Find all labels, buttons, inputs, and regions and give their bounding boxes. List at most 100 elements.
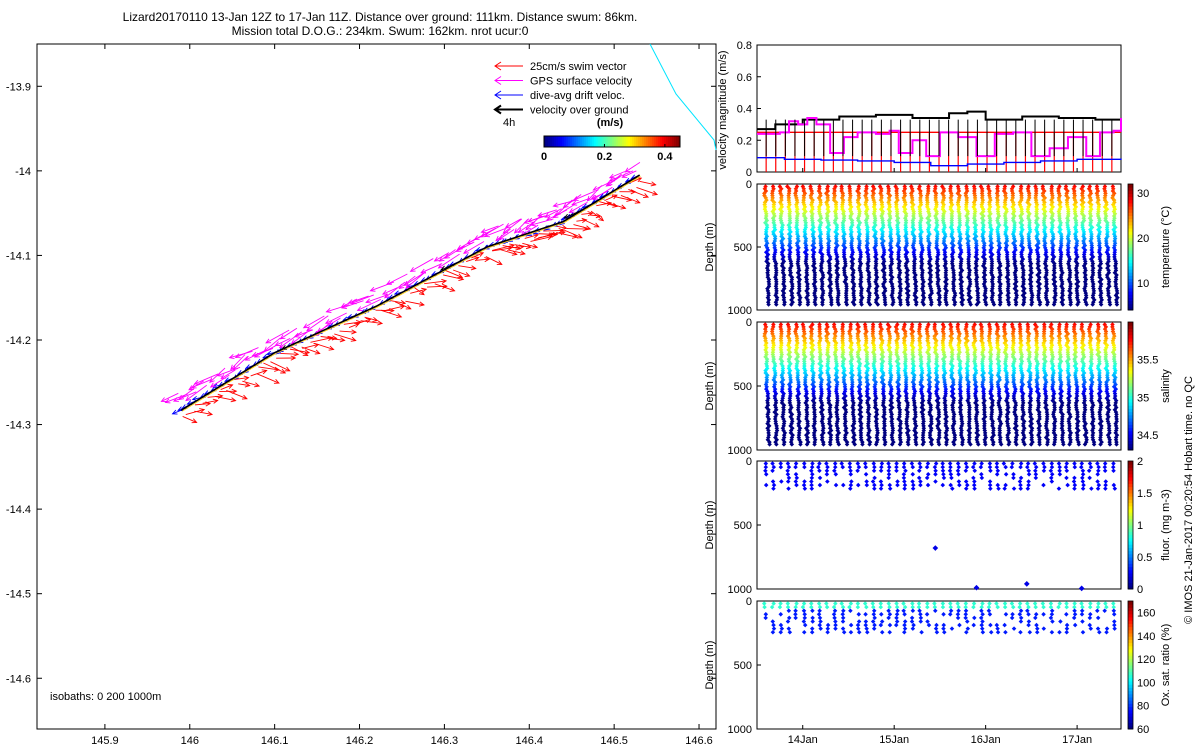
swim-vector-arrow — [320, 336, 337, 339]
swim-vector-arrow-head — [230, 397, 237, 403]
swim-vector-arrow — [427, 285, 447, 288]
swim-vector-arrow — [549, 231, 566, 236]
temperature-section-colorbar-segment — [1128, 190, 1133, 194]
temperature-section-colorbar-segment — [1128, 275, 1133, 279]
gps-velocity-arrow-head — [185, 395, 192, 402]
swim-vector-arrow — [514, 244, 531, 248]
gps-velocity-arrow — [306, 315, 329, 331]
temperature-section-sample-point — [789, 302, 794, 307]
map-colorbar-segment — [662, 136, 665, 147]
gps-velocity-arrow-head — [369, 286, 376, 292]
swim-vector-arrow-head — [581, 217, 588, 224]
gps-velocity-arrow-head — [456, 244, 463, 250]
gps-velocity-arrow — [439, 249, 456, 262]
gps-velocity-arrow — [399, 275, 416, 289]
map-colorbar-segment — [638, 136, 641, 147]
swim-vector-arrow — [256, 373, 280, 384]
map-colorbar-segment — [572, 136, 575, 147]
map-colorbar-segment — [560, 136, 563, 147]
temperature-section-colorbar-segment — [1128, 212, 1133, 216]
temperature-section-colorbar-segment — [1128, 253, 1133, 257]
gps-velocity-arrow — [607, 173, 622, 186]
map-colorbar-segment — [634, 136, 637, 147]
temperature-section-colorbar-segment — [1128, 215, 1133, 220]
swim-vector-arrow-head — [243, 375, 250, 381]
gps-velocity-arrow-head — [498, 234, 505, 240]
swim-vector-arrow-head — [561, 224, 568, 230]
velocity-y-tick-label: 0.2 — [737, 135, 752, 147]
swim-vector-arrow — [485, 256, 502, 265]
swim-vector-arrow — [280, 352, 299, 355]
gps-velocity-arrow — [405, 272, 425, 289]
temperature-section-colorbar-segment — [1128, 262, 1133, 267]
map-colorbar-segment — [558, 136, 561, 147]
swim-vector-arrow-head — [484, 256, 491, 263]
map-y-tick-label: -14.4 — [6, 504, 31, 516]
swim-vector-arrow — [382, 305, 405, 312]
temperature-section-colorbar-segment — [1128, 281, 1133, 286]
gps-velocity-arrow-head — [263, 346, 270, 352]
gps-velocity-arrow-head — [160, 397, 167, 402]
map-colorbar-segment — [670, 136, 673, 147]
gps-velocity-arrow-head — [609, 176, 615, 182]
gps-velocity-arrow — [622, 170, 637, 178]
gps-velocity-arrow — [210, 374, 230, 388]
gps-velocity-arrow — [495, 228, 511, 241]
gps-velocity-arrow-head — [265, 338, 272, 344]
gps-velocity-arrow-head — [325, 308, 332, 313]
swim-vector-arrow — [499, 248, 517, 255]
gps-velocity-arrow-head — [234, 353, 241, 359]
gps-velocity-arrow-head — [356, 306, 363, 311]
map-y-tick-label: -14.6 — [6, 673, 31, 685]
map-colorbar-segment — [608, 136, 611, 147]
map-x-tick-label: 146 — [181, 735, 199, 747]
map-colorbar-segment — [660, 136, 663, 147]
gps-velocity-arrow — [569, 201, 588, 213]
swim-vector-arrow — [220, 384, 233, 391]
temperature-section-colorbar-segment — [1128, 265, 1133, 270]
gps-velocity-arrow — [365, 294, 388, 303]
legend-scale-label: 4h — [503, 117, 515, 129]
swim-vector-arrow — [620, 195, 640, 204]
swim-vector-arrow — [339, 330, 357, 333]
map-x-tick-label: 146.6 — [685, 735, 713, 747]
temperature-section-colorbar-segment — [1128, 196, 1133, 201]
gps-velocity-arrow — [232, 355, 249, 371]
swim-vector-arrow-head — [571, 233, 578, 239]
map-colorbar-segment — [604, 136, 607, 147]
gps-velocity-arrow-head — [530, 221, 537, 227]
swim-vector-arrow — [329, 338, 345, 341]
temperature-section-colorbar-segment — [1128, 278, 1133, 283]
swim-vector-arrow-head — [558, 227, 565, 234]
gps-velocity-arrow — [351, 294, 374, 304]
map-x-tick-label: 146.4 — [516, 735, 544, 747]
gps-velocity-arrow-head — [606, 180, 613, 187]
gps-velocity-arrow-head — [403, 280, 410, 286]
map-colorbar-segment — [586, 136, 589, 147]
gps-velocity-arrow-head — [504, 222, 511, 228]
swim-vector-arrow — [630, 177, 642, 183]
map-colorbar-segment — [614, 136, 617, 147]
map-colorbar-segment — [576, 136, 579, 147]
map-colorbar-segment — [554, 136, 557, 147]
gps-velocity-arrow — [229, 350, 253, 359]
swim-vector-arrow — [443, 274, 464, 280]
drift-velocity-arrow-head — [420, 277, 427, 282]
swim-vector-arrow-head — [328, 345, 335, 351]
swim-vector-arrow-head — [470, 265, 477, 271]
velocity-y-tick-label: 0 — [746, 167, 752, 179]
swim-vector-arrow-head — [643, 193, 650, 198]
gps-velocity-arrow — [480, 223, 504, 238]
gps-velocity-arrow — [235, 347, 259, 358]
swim-vector-arrow-head — [593, 222, 600, 228]
gps-velocity-arrow — [592, 186, 613, 200]
map-colorbar-segment — [672, 136, 675, 147]
gps-velocity-arrow — [194, 373, 219, 385]
swim-vector-arrow — [364, 316, 378, 321]
map-colorbar-tick-label: 0 — [541, 151, 547, 163]
gps-velocity-arrow — [553, 203, 576, 218]
gps-velocity-arrow-head — [293, 332, 300, 338]
swim-vector-arrow — [360, 320, 383, 324]
swim-vector-arrow — [581, 212, 593, 215]
